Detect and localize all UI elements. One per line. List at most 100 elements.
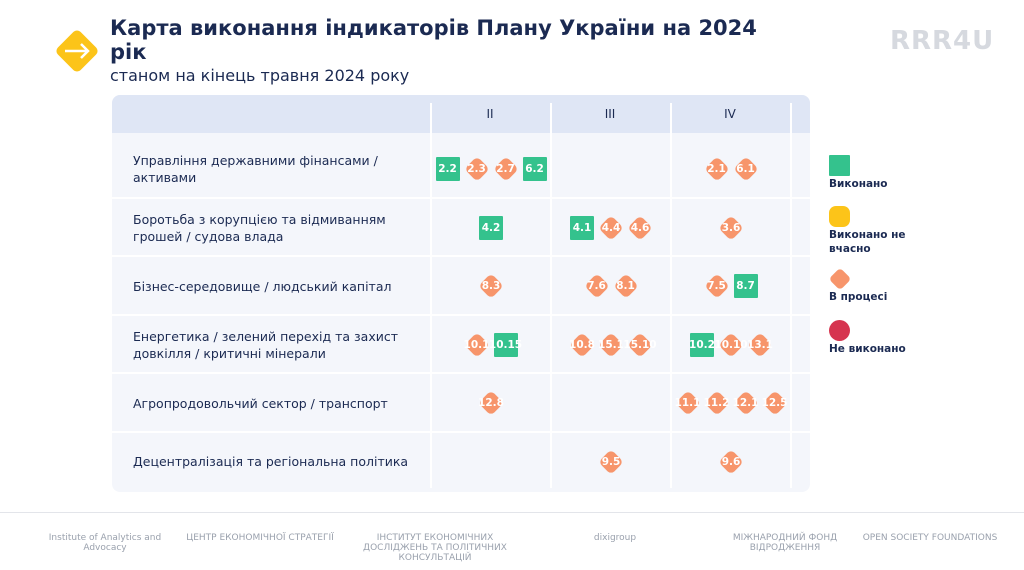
indicator-code: 10.8 (569, 338, 595, 351)
indicator-code: 9.5 (601, 455, 621, 468)
indicator-code: 15.1 (598, 338, 624, 351)
column-header: II (486, 107, 494, 121)
legend-label: Не виконано (829, 343, 906, 355)
indicator-code: 10.15 (488, 338, 523, 351)
indicator-code: 7.6 (587, 280, 606, 293)
legend-label: Виконано не вчасно (829, 229, 906, 255)
footer-rule (0, 512, 1024, 513)
indicator-code: 7.5 (707, 280, 726, 293)
indicator-shape (733, 274, 758, 299)
indicator: 10.10 (714, 332, 748, 358)
indicator-code: 15.10 (623, 338, 657, 351)
indicator: 10.8 (569, 332, 595, 358)
indicator: 2.1 (703, 156, 730, 182)
indicator-shape (570, 215, 594, 240)
arrow-icon (56, 30, 98, 72)
row-label: Енергетика / зелений перехід та захист д… (133, 328, 399, 361)
indicator: 4.6 (627, 215, 653, 241)
table-card (112, 95, 810, 492)
indicator: 10.2 (689, 332, 715, 357)
indicator: 9.5 (598, 449, 624, 475)
indicator-code: 13.1 (747, 338, 773, 351)
indicator-code: 10.2 (689, 338, 715, 351)
indicator-code: 2.3 (467, 163, 486, 176)
indicator: 6.1 (732, 156, 759, 182)
indicator-code: 2.2 (438, 163, 457, 176)
indicator: 11.1 (674, 390, 701, 416)
legend-label: В процесі (829, 291, 888, 303)
indicator-shape (522, 157, 547, 182)
indicator: 4.4 (598, 215, 624, 241)
indicator: 4.1 (570, 215, 594, 240)
row-label: Боротьба з корупцією та відмиванням грош… (133, 211, 386, 244)
legend-swatch (829, 155, 850, 176)
indicator-code: 3.6 (721, 221, 741, 234)
indicator-code: 8.3 (481, 280, 501, 293)
partner-logo: ЦЕНТР ЕКОНОМІЧНОЇ СТРАТЕГІЇ (186, 533, 334, 543)
indicator: 2.7 (492, 156, 519, 182)
row-separator (112, 313, 810, 316)
row-separator (112, 430, 810, 433)
column-header: IV (724, 107, 736, 121)
indicator: 13.1 (747, 332, 773, 358)
indicator-code: 8.7 (736, 280, 755, 293)
indicator-code: 2.7 (496, 163, 515, 176)
indicator: 8.7 (733, 274, 758, 299)
indicator-code: 4.6 (630, 221, 650, 234)
indicator-code: 10.10 (714, 338, 748, 351)
indicator-code: 9.6 (721, 455, 741, 468)
legend-swatch (828, 267, 852, 291)
indicator: 8.1 (612, 273, 639, 299)
indicator-code: 10.1 (463, 338, 490, 351)
brand: RRR4U (890, 26, 995, 56)
row-label: Агропродовольчий сектор / транспорт (133, 395, 388, 411)
indicator: 2.3 (463, 156, 490, 182)
indicator: 7.5 (703, 273, 730, 299)
indicator: 4.2 (479, 215, 503, 240)
legend-swatch (829, 320, 850, 341)
row-separator (112, 196, 810, 199)
column-separator (790, 103, 792, 488)
indicator: 15.1 (598, 332, 624, 358)
indicator: 7.6 (583, 273, 610, 299)
indicator-code: 12.1 (732, 397, 759, 410)
row-label: Управління державними фінансами / актива… (133, 153, 378, 186)
indicator-shape (435, 157, 460, 182)
legend-label: Виконано (829, 178, 888, 190)
column-header: III (604, 107, 616, 121)
indicator-code: 4.1 (572, 221, 592, 234)
indicator-shape (493, 332, 518, 357)
indicator-code: 11.1 (674, 397, 701, 410)
partner-logo: МІЖНАРОДНИЙ ФОНД ВІДРОДЖЕННЯ (732, 533, 838, 553)
indicator: 3.6 (718, 215, 744, 241)
indicator-code: 4.2 (481, 221, 501, 234)
indicator-shape (690, 332, 714, 357)
subtitle: станом на кінець травня 2024 року (110, 66, 410, 85)
row-label: Бізнес-середовище / людський капітал (133, 278, 392, 294)
column-separator (430, 103, 432, 488)
indicator-code: 8.1 (616, 280, 635, 293)
row-separator (112, 255, 810, 257)
column-separator (670, 103, 672, 488)
indicator: 10.1 (463, 332, 490, 358)
row-separator (112, 372, 810, 374)
partner-logo: ІНСТИТУТ ЕКОНОМІЧНИХ ДОСЛІДЖЕНЬ ТА ПОЛІТ… (363, 533, 507, 563)
header-row (112, 95, 810, 133)
indicator-code: 6.2 (525, 163, 544, 176)
indicator-code: 11.2 (703, 397, 730, 410)
indicator: 8.3 (478, 273, 504, 299)
indicator: 11.2 (703, 390, 730, 416)
indicator: 10.15 (489, 332, 522, 357)
indicator: 12.5 (762, 390, 787, 416)
column-separator (550, 103, 552, 488)
partner-logo: OPEN SOCIETY FOUNDATIONS (862, 533, 998, 543)
indicator: 2.2 (435, 157, 460, 182)
indicator: 6.2 (522, 157, 547, 182)
indicator-code: 4.4 (601, 221, 621, 234)
legend-swatch (829, 206, 850, 227)
indicator-code: 12.8 (478, 397, 504, 410)
partner-logo: dixigroup (593, 533, 637, 543)
row-label: Децентралізація та регіональна політика (133, 454, 409, 470)
partner-logo: Institute of Analytics and Advocacy (48, 533, 162, 553)
indicator: 12.8 (478, 390, 504, 416)
